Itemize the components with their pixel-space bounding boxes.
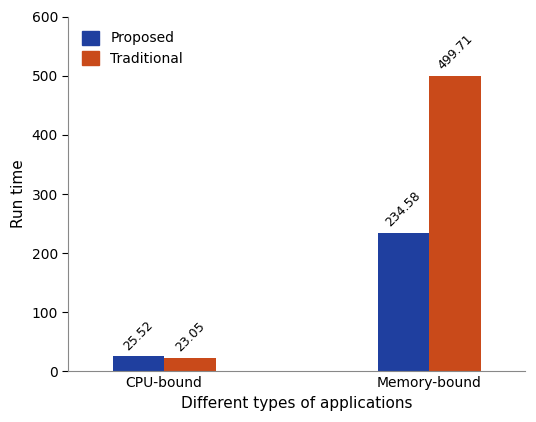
Bar [429,76,481,371]
Text: 23.05: 23.05 [173,320,207,354]
Text: 499.71: 499.71 [435,32,475,73]
Bar [378,233,429,371]
X-axis label: Different types of applications: Different types of applications [181,396,412,411]
Bar [113,356,164,371]
Legend: Proposed, Traditional: Proposed, Traditional [76,24,190,73]
Bar [164,358,215,371]
Text: 25.52: 25.52 [121,318,155,353]
Text: 234.58: 234.58 [383,189,423,229]
Y-axis label: Run time: Run time [11,160,26,228]
